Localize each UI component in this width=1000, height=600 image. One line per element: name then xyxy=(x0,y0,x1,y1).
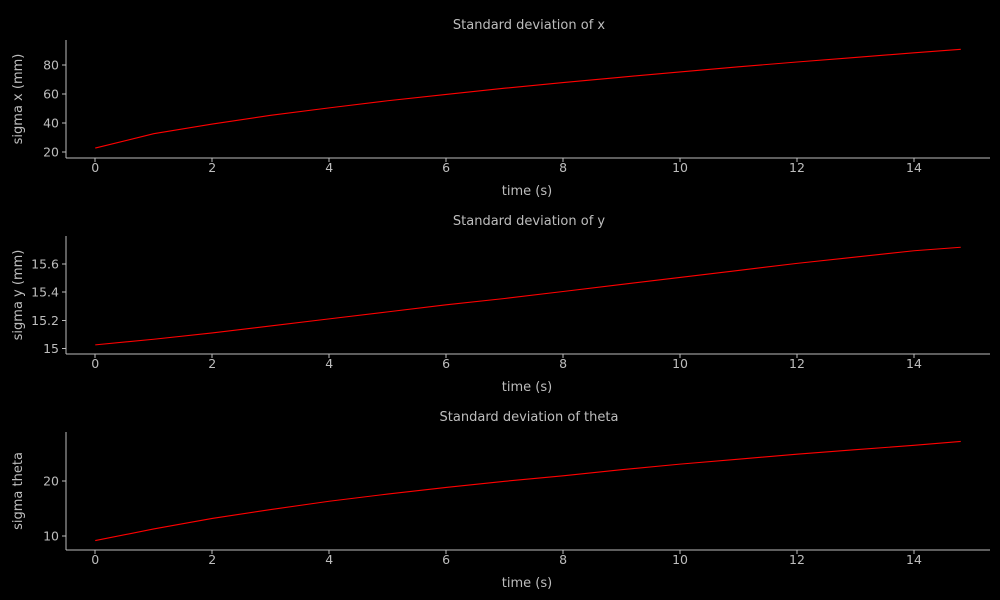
chart-title: Standard deviation of x xyxy=(453,18,605,33)
y-axis-label: sigma x (mm) xyxy=(11,54,26,145)
x-tick-label: 0 xyxy=(91,160,99,175)
y-tick-label: 60 xyxy=(43,86,59,101)
x-tick-label: 12 xyxy=(789,160,805,175)
y-tick-label: 20 xyxy=(43,145,59,160)
x-axis-label: time (s) xyxy=(502,184,552,199)
x-tick-label: 0 xyxy=(91,356,99,371)
chart-title: Standard deviation of y xyxy=(453,214,605,229)
x-tick-label: 4 xyxy=(325,356,333,371)
x-axis-label: time (s) xyxy=(502,576,552,591)
x-tick-label: 12 xyxy=(789,356,805,371)
x-tick-label: 6 xyxy=(442,160,450,175)
series-line xyxy=(95,246,961,346)
x-tick-label: 10 xyxy=(672,160,688,175)
y-tick-label: 80 xyxy=(43,57,59,72)
y-tick-label: 20 xyxy=(43,473,59,488)
y-tick-label: 40 xyxy=(43,116,59,131)
x-tick-label: 8 xyxy=(559,160,567,175)
y-axis-label: sigma y (mm) xyxy=(11,250,26,341)
x-tick-label: 6 xyxy=(442,356,450,371)
y-tick-label: 15.4 xyxy=(31,285,59,300)
x-tick-label: 4 xyxy=(325,160,333,175)
chart-title: Standard deviation of theta xyxy=(440,410,619,425)
x-axis-label: time (s) xyxy=(502,380,552,395)
series-line xyxy=(95,440,961,542)
x-tick-label: 14 xyxy=(906,160,922,175)
subplot-3: Standard deviation of theta 0 2 4 6 8 10 12 14 10… xyxy=(11,410,990,591)
x-tick-label: 14 xyxy=(906,552,922,567)
x-tick-label: 4 xyxy=(325,552,333,567)
subplot-1: Standard deviation of x 0 2 4 6 8 10 12 14 20 40 60… xyxy=(11,18,990,199)
x-tick-label: 10 xyxy=(672,552,688,567)
y-tick-label: 15.2 xyxy=(31,313,59,328)
y-tick-label: 15 xyxy=(43,341,59,356)
x-tick-label: 8 xyxy=(559,356,567,371)
x-tick-label: 12 xyxy=(789,552,805,567)
x-tick-label: 2 xyxy=(208,356,216,371)
x-tick-label: 2 xyxy=(208,160,216,175)
series-line xyxy=(95,48,961,149)
x-tick-label: 14 xyxy=(906,356,922,371)
subplot-2: Standard deviation of y 0 2 4 6 8 10 12 14 15 15.2… xyxy=(11,214,990,395)
y-tick-label: 15.6 xyxy=(31,257,59,272)
x-tick-label: 0 xyxy=(91,552,99,567)
x-tick-label: 6 xyxy=(442,552,450,567)
x-tick-label: 10 xyxy=(672,356,688,371)
y-tick-label: 10 xyxy=(43,529,59,544)
x-tick-label: 2 xyxy=(208,552,216,567)
x-tick-label: 8 xyxy=(559,552,567,567)
y-axis-label: sigma theta xyxy=(11,452,26,530)
